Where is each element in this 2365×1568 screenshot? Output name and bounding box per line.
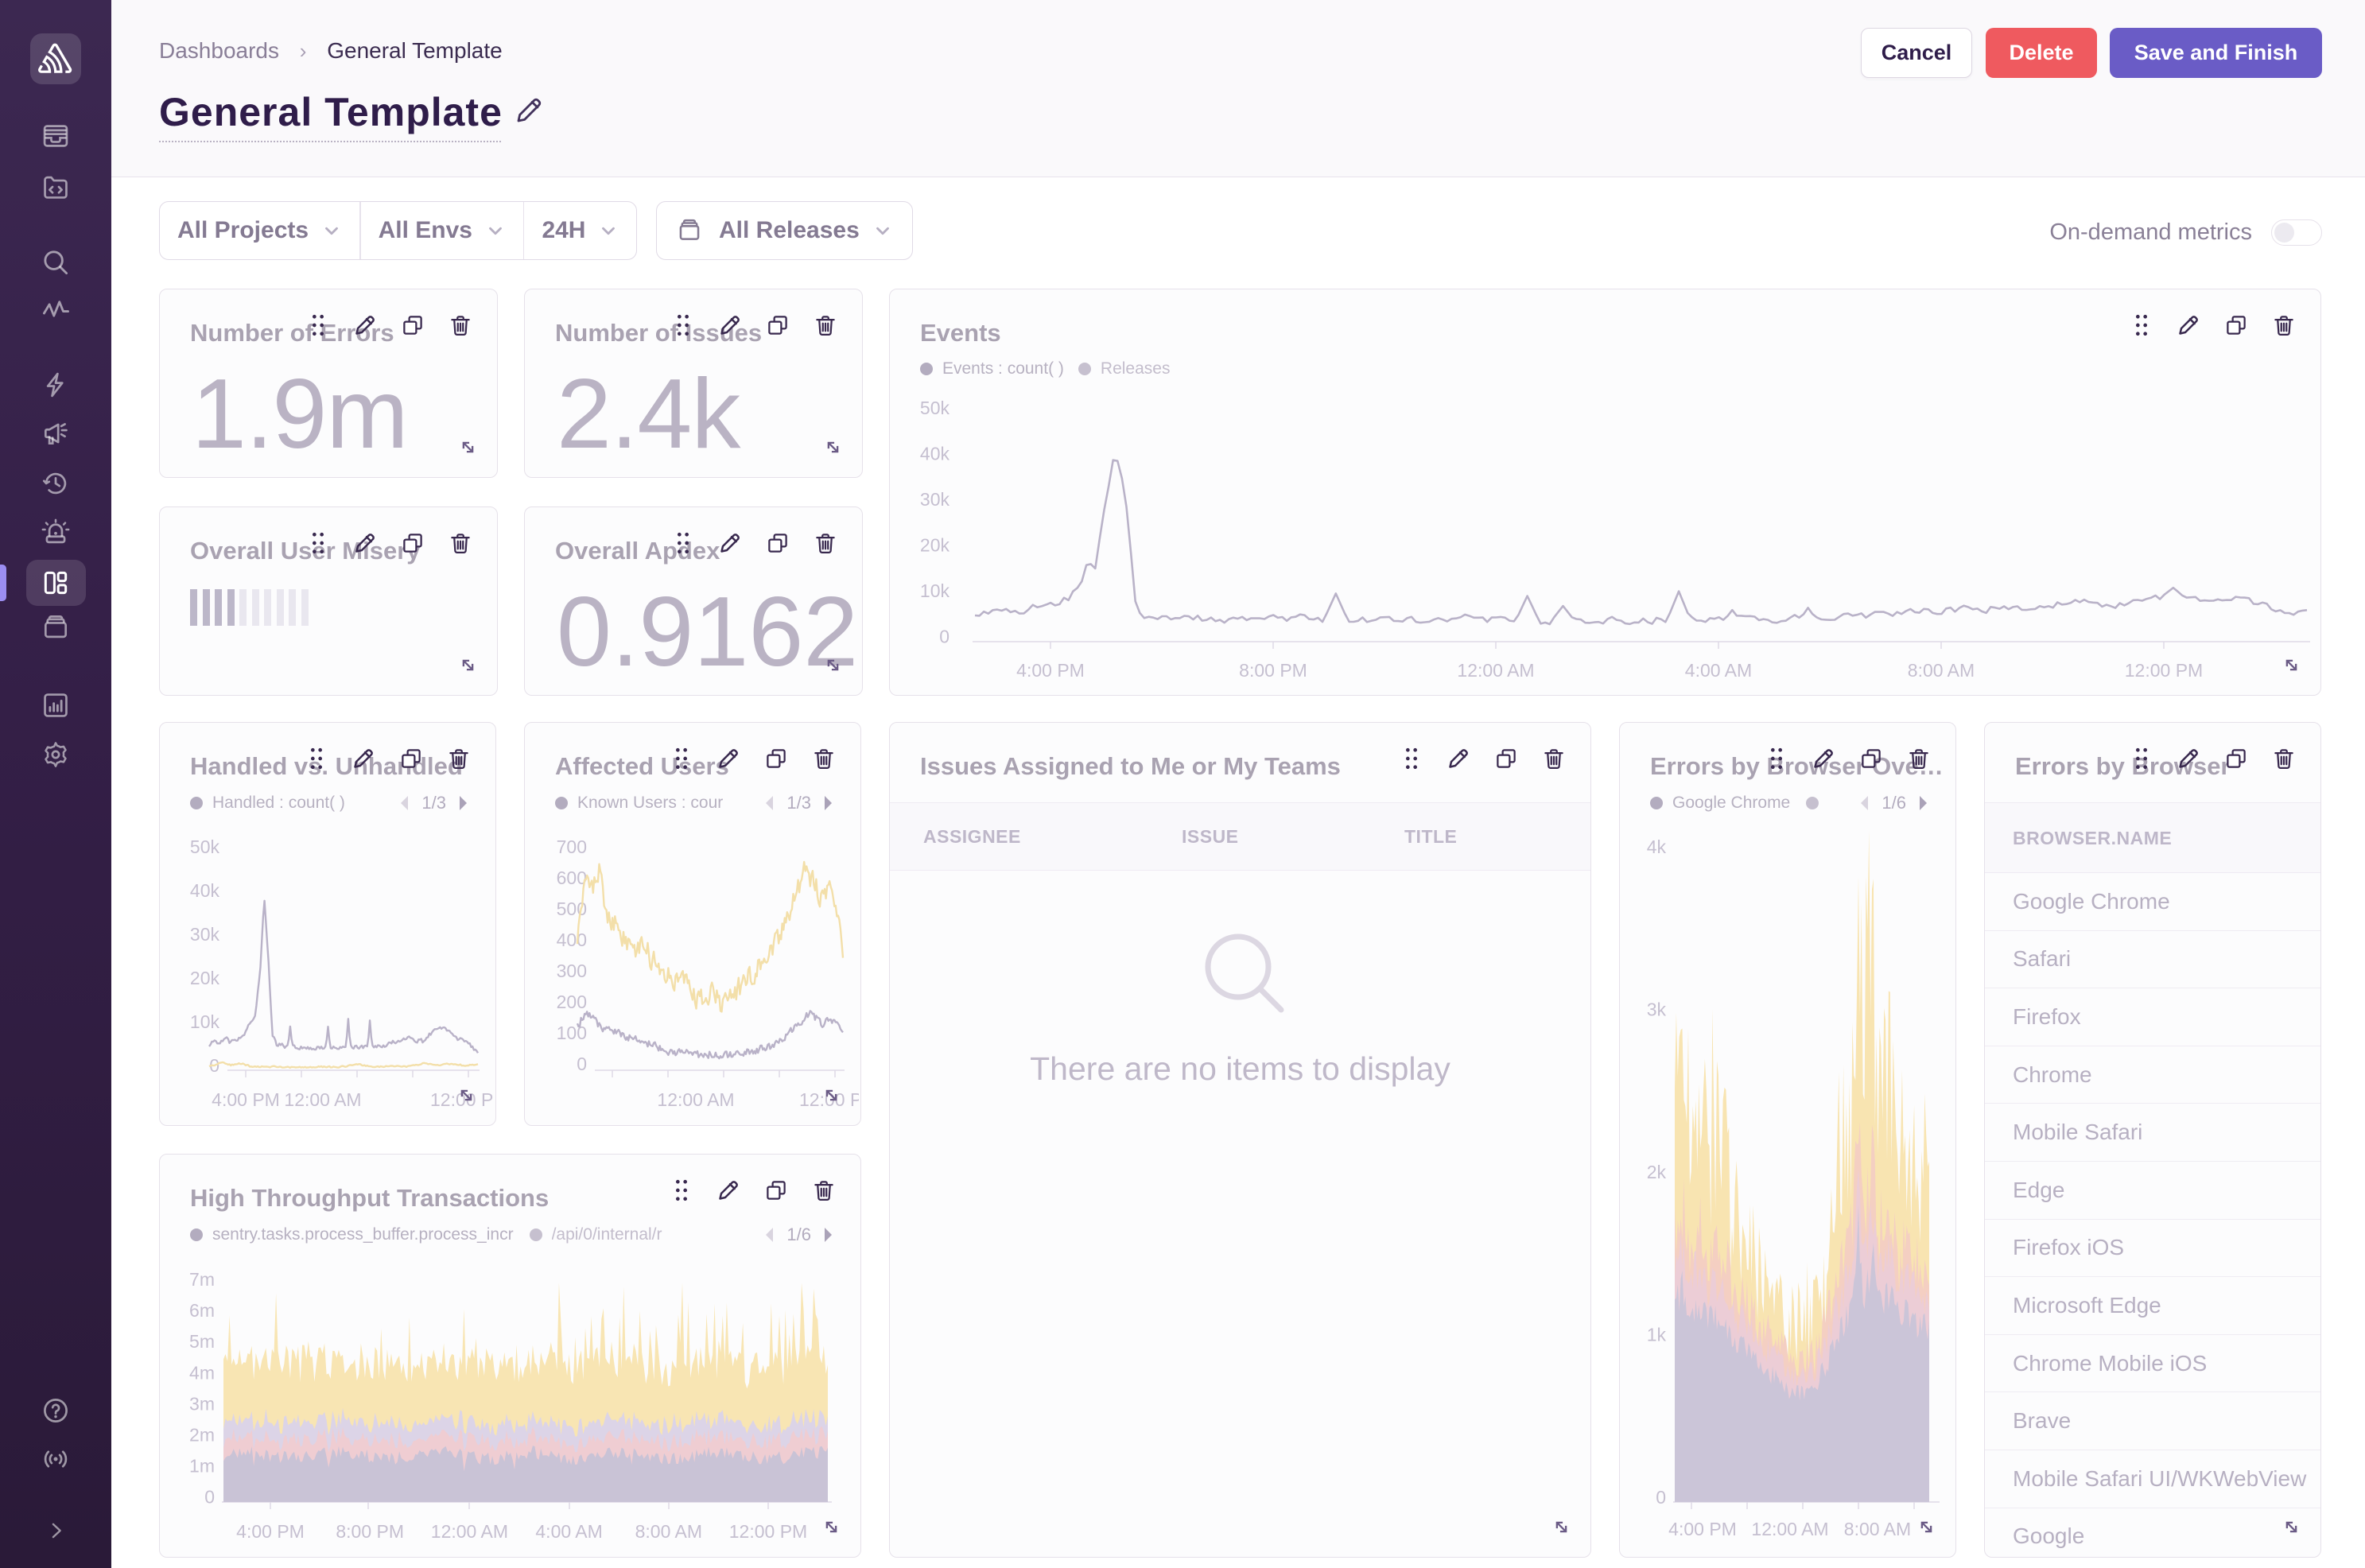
svg-text:0: 0 bbox=[939, 627, 949, 647]
svg-text:1m: 1m bbox=[189, 1456, 215, 1477]
svg-text:600: 600 bbox=[557, 867, 587, 888]
svg-text:8:00 AM: 8:00 AM bbox=[1844, 1519, 1911, 1539]
svg-text:10k: 10k bbox=[190, 1011, 220, 1032]
svg-text:12:00 PM: 12:00 PM bbox=[2125, 660, 2203, 681]
svg-text:1k: 1k bbox=[1647, 1325, 1667, 1345]
svg-text:12:00 PM: 12:00 PM bbox=[729, 1521, 807, 1542]
svg-text:8:00 PM: 8:00 PM bbox=[336, 1521, 404, 1542]
svg-text:0: 0 bbox=[577, 1054, 587, 1074]
svg-text:700: 700 bbox=[557, 836, 587, 857]
svg-text:12:00 AM: 12:00 AM bbox=[1457, 660, 1534, 681]
svg-text:40k: 40k bbox=[190, 880, 220, 901]
svg-text:10k: 10k bbox=[920, 580, 950, 601]
svg-text:20k: 20k bbox=[190, 968, 220, 988]
svg-text:4:00 PM: 4:00 PM bbox=[1016, 660, 1085, 681]
svg-text:4:00 PM: 4:00 PM bbox=[212, 1089, 280, 1110]
svg-text:30k: 30k bbox=[920, 489, 950, 510]
svg-text:2m: 2m bbox=[189, 1425, 215, 1446]
svg-text:5m: 5m bbox=[189, 1331, 215, 1352]
svg-text:400: 400 bbox=[557, 930, 587, 950]
svg-text:30k: 30k bbox=[190, 924, 220, 945]
svg-text:20k: 20k bbox=[920, 535, 950, 556]
svg-text:12:00 AM: 12:00 AM bbox=[284, 1089, 361, 1110]
svg-text:12:00 AM: 12:00 AM bbox=[1751, 1519, 1828, 1539]
svg-text:4:00 PM: 4:00 PM bbox=[236, 1521, 305, 1542]
svg-text:4:00 AM: 4:00 AM bbox=[1685, 660, 1752, 681]
svg-text:12:00 AM: 12:00 AM bbox=[657, 1089, 734, 1110]
svg-text:4:00 AM: 4:00 AM bbox=[535, 1521, 602, 1542]
svg-text:8:00 PM: 8:00 PM bbox=[1239, 660, 1307, 681]
svg-text:2k: 2k bbox=[1647, 1162, 1667, 1182]
svg-text:7m: 7m bbox=[189, 1269, 215, 1290]
svg-text:0: 0 bbox=[204, 1487, 215, 1508]
svg-text:4:00 PM: 4:00 PM bbox=[1668, 1519, 1737, 1539]
svg-text:300: 300 bbox=[557, 961, 587, 981]
svg-text:4m: 4m bbox=[189, 1362, 215, 1383]
svg-text:0: 0 bbox=[1656, 1487, 1666, 1508]
svg-text:100: 100 bbox=[557, 1023, 587, 1043]
svg-text:50k: 50k bbox=[920, 398, 950, 418]
svg-text:4k: 4k bbox=[1647, 836, 1667, 857]
svg-text:12:00 AM: 12:00 AM bbox=[431, 1521, 508, 1542]
svg-text:6m: 6m bbox=[189, 1300, 215, 1321]
svg-text:40k: 40k bbox=[920, 444, 950, 464]
svg-text:8:00 AM: 8:00 AM bbox=[1908, 660, 1975, 681]
svg-text:3k: 3k bbox=[1647, 999, 1667, 1020]
svg-text:3m: 3m bbox=[189, 1393, 215, 1414]
svg-text:200: 200 bbox=[557, 992, 587, 1012]
svg-text:50k: 50k bbox=[190, 836, 220, 857]
svg-text:8:00 AM: 8:00 AM bbox=[635, 1521, 702, 1542]
